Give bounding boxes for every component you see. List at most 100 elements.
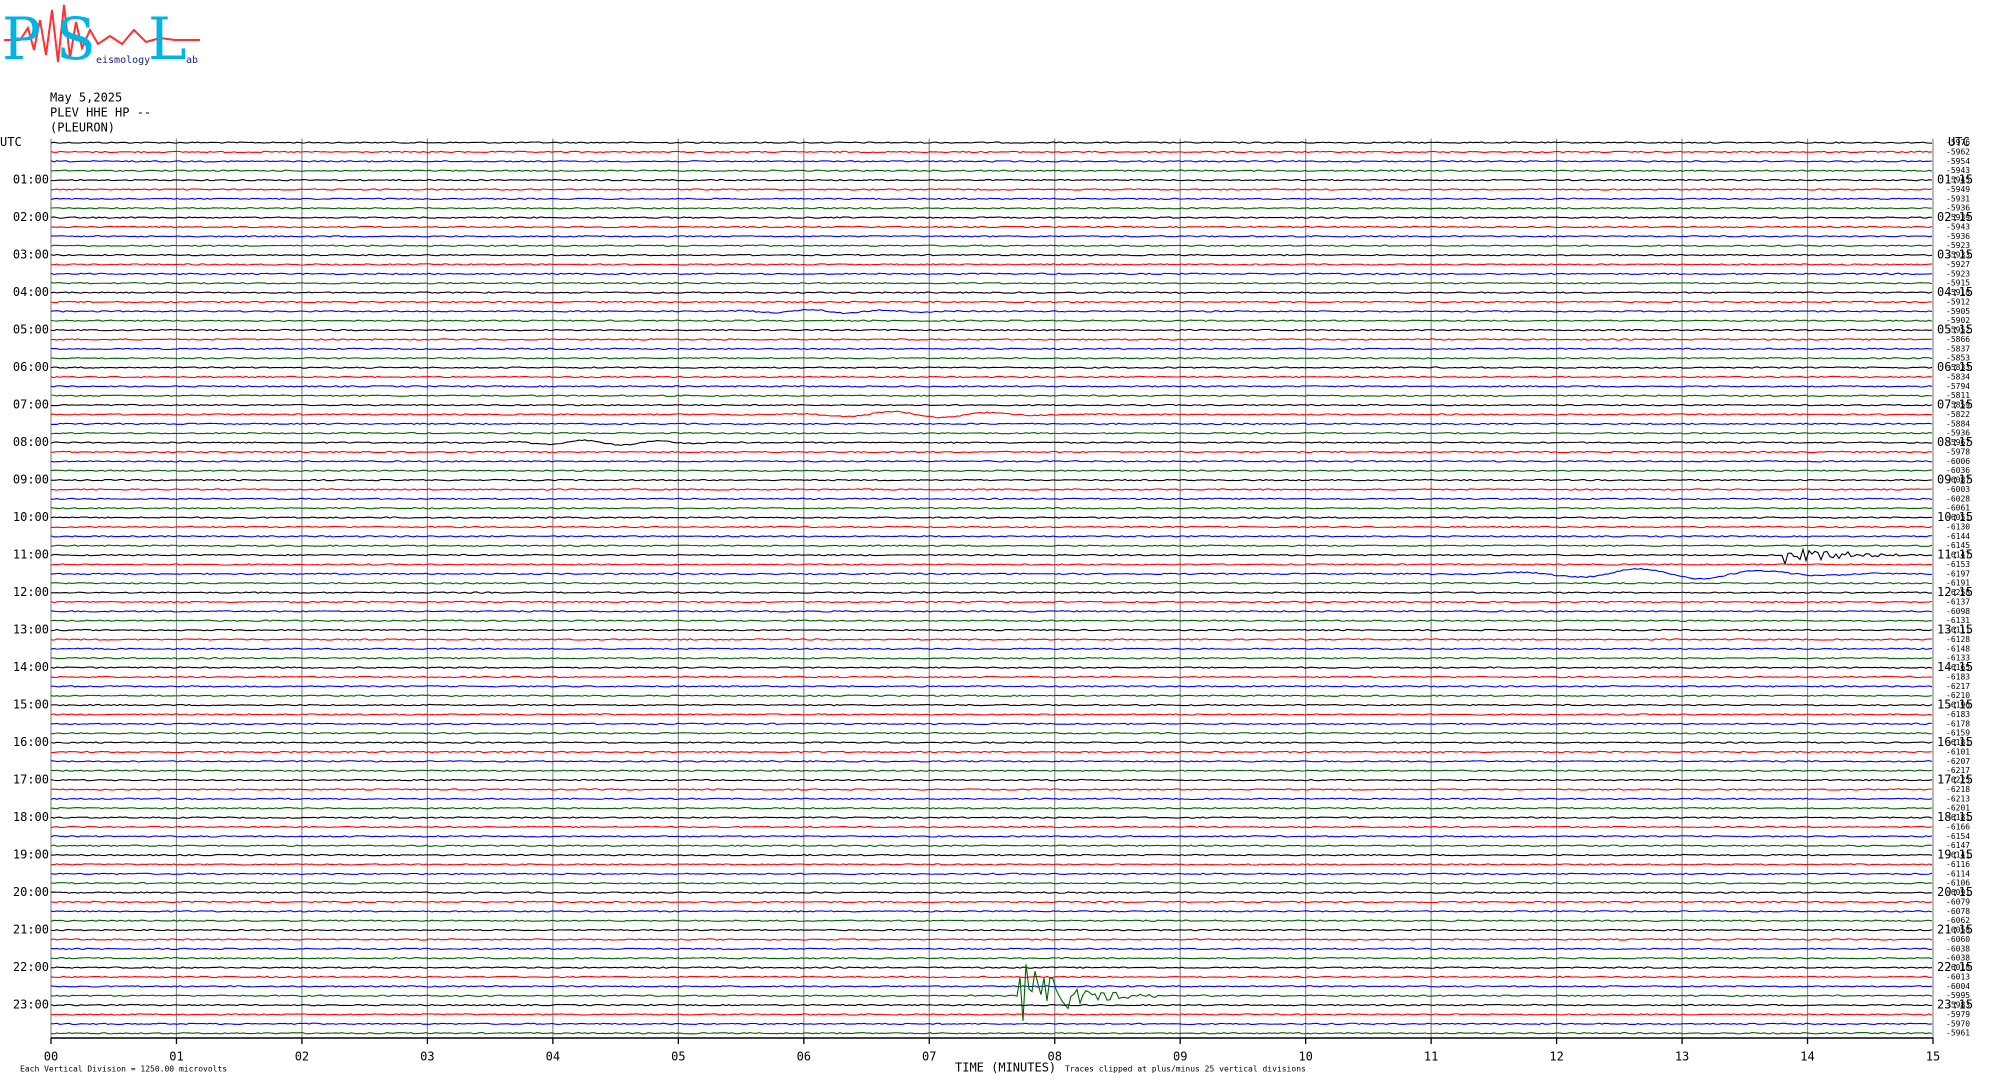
trace-offset: -6003 [1946,485,1970,494]
trace-offset: -5834 [1946,372,1970,381]
trace-offset: -6038 [1946,944,1970,953]
trace [50,844,1933,847]
row-label-left: 11:00 [13,548,49,562]
trace [50,469,1933,472]
x-tick-label: 13 [1675,1050,1689,1064]
row-label-right: 08:15 [1937,435,1973,449]
trace [50,938,1933,941]
trace [50,169,1933,172]
trace-offset: -5939 [1946,213,1970,222]
trace-offset: -5979 [1946,1010,1970,1019]
trace-offset: -6062 [1946,916,1970,925]
trace-offset: -5918 [1946,288,1970,297]
row-label-left: 22:00 [13,960,49,974]
x-tick-label: 12 [1549,1050,1563,1064]
trace [50,675,1933,679]
trace-offset: -6078 [1946,907,1970,916]
row-label-right: 05:15 [1937,323,1973,337]
trace-offset: -6213 [1946,794,1970,803]
x-tick-label: 06 [797,1050,811,1064]
trace [50,628,1933,632]
row-label-right: 13:15 [1937,623,1973,637]
row-label-left: 10:00 [13,510,49,524]
trace-offset: -5853 [1946,354,1970,363]
row-label-right: 04:15 [1937,285,1973,299]
trace [50,216,1933,219]
row-label-right: 14:15 [1937,660,1973,674]
trace-offset: -5902 [1946,316,1970,325]
trace [50,882,1933,885]
trace-offset: -6183 [1946,710,1970,719]
trace-offset: -6116 [1946,860,1970,869]
row-label-right: 03:15 [1937,248,1973,262]
trace-offset: -5936 [1946,429,1970,438]
trace [50,150,1933,154]
row-label-right: 18:15 [1937,810,1973,824]
trace-offset: -5943 [1946,166,1970,175]
trace [50,703,1933,707]
trace [50,872,1933,876]
trace-offset: -6147 [1946,841,1970,850]
trace [50,732,1933,735]
trace [50,760,1933,763]
trace [50,619,1933,622]
row-label-right: 10:15 [1937,510,1973,524]
trace-offset: -5822 [1946,410,1970,419]
trace [50,394,1933,397]
trace [50,141,1933,144]
logo-wave [4,4,200,63]
trace [50,281,1933,285]
row-label-right: 20:15 [1937,885,1973,899]
trace-offset: -6153 [1946,560,1970,569]
trace-offset: -6145 [1946,541,1970,550]
trace-offset: -6004 [1946,982,1970,991]
trace [50,666,1933,669]
trace [50,1003,1933,1007]
trace-offset: -5952 [1946,326,1970,335]
trace-offset: -6098 [1946,607,1970,616]
trace-offset: -6225 [1946,776,1970,785]
trace [50,206,1933,210]
row-label-right: 21:15 [1937,923,1973,937]
trace [50,263,1933,266]
trace-offset: -5833 [1946,363,1970,372]
trace-offset: -5811 [1946,391,1970,400]
trace-offset: -5970 [1946,1019,1970,1028]
trace [50,853,1933,857]
trace [50,610,1933,613]
trace [50,319,1933,322]
row-label-left: 06:00 [13,360,49,374]
trace [50,919,1933,922]
trace [50,581,1933,585]
trace-offset: -6166 [1946,822,1970,831]
trace [50,956,1933,960]
trace [50,816,1933,819]
row-label-left: 07:00 [13,398,49,412]
trace [50,497,1933,501]
trace-offset: -6114 [1946,869,1970,878]
trace [50,338,1933,341]
y-label-right: UTC [1948,135,1970,149]
trace-offset: -5933 [1946,251,1970,260]
trace-offset: -6258 [1946,588,1970,597]
row-label-right: 11:15 [1937,548,1973,562]
trace-offset: -5936 [1946,204,1970,213]
trace-offset: -5961 [1946,1029,1970,1038]
x-tick-label: 15 [1926,1050,1940,1064]
trace [50,535,1933,538]
row-label-left: 01:00 [13,173,49,187]
trace [50,478,1933,482]
trace-offset: -5936 [1946,232,1970,241]
trace-offset: -6051 [1946,513,1970,522]
trace-offset: -6210 [1946,691,1970,700]
row-label-right: 23:15 [1937,998,1973,1012]
trace-offset: -6111 [1946,626,1970,635]
trace [50,722,1933,726]
row-label-right: 06:15 [1937,360,1973,374]
trace [50,410,1933,419]
row-label-left: 17:00 [13,773,49,787]
row-label-left: 13:00 [13,623,49,637]
trace-offset: -6201 [1946,804,1970,813]
trace-offset: -5884 [1946,419,1970,428]
